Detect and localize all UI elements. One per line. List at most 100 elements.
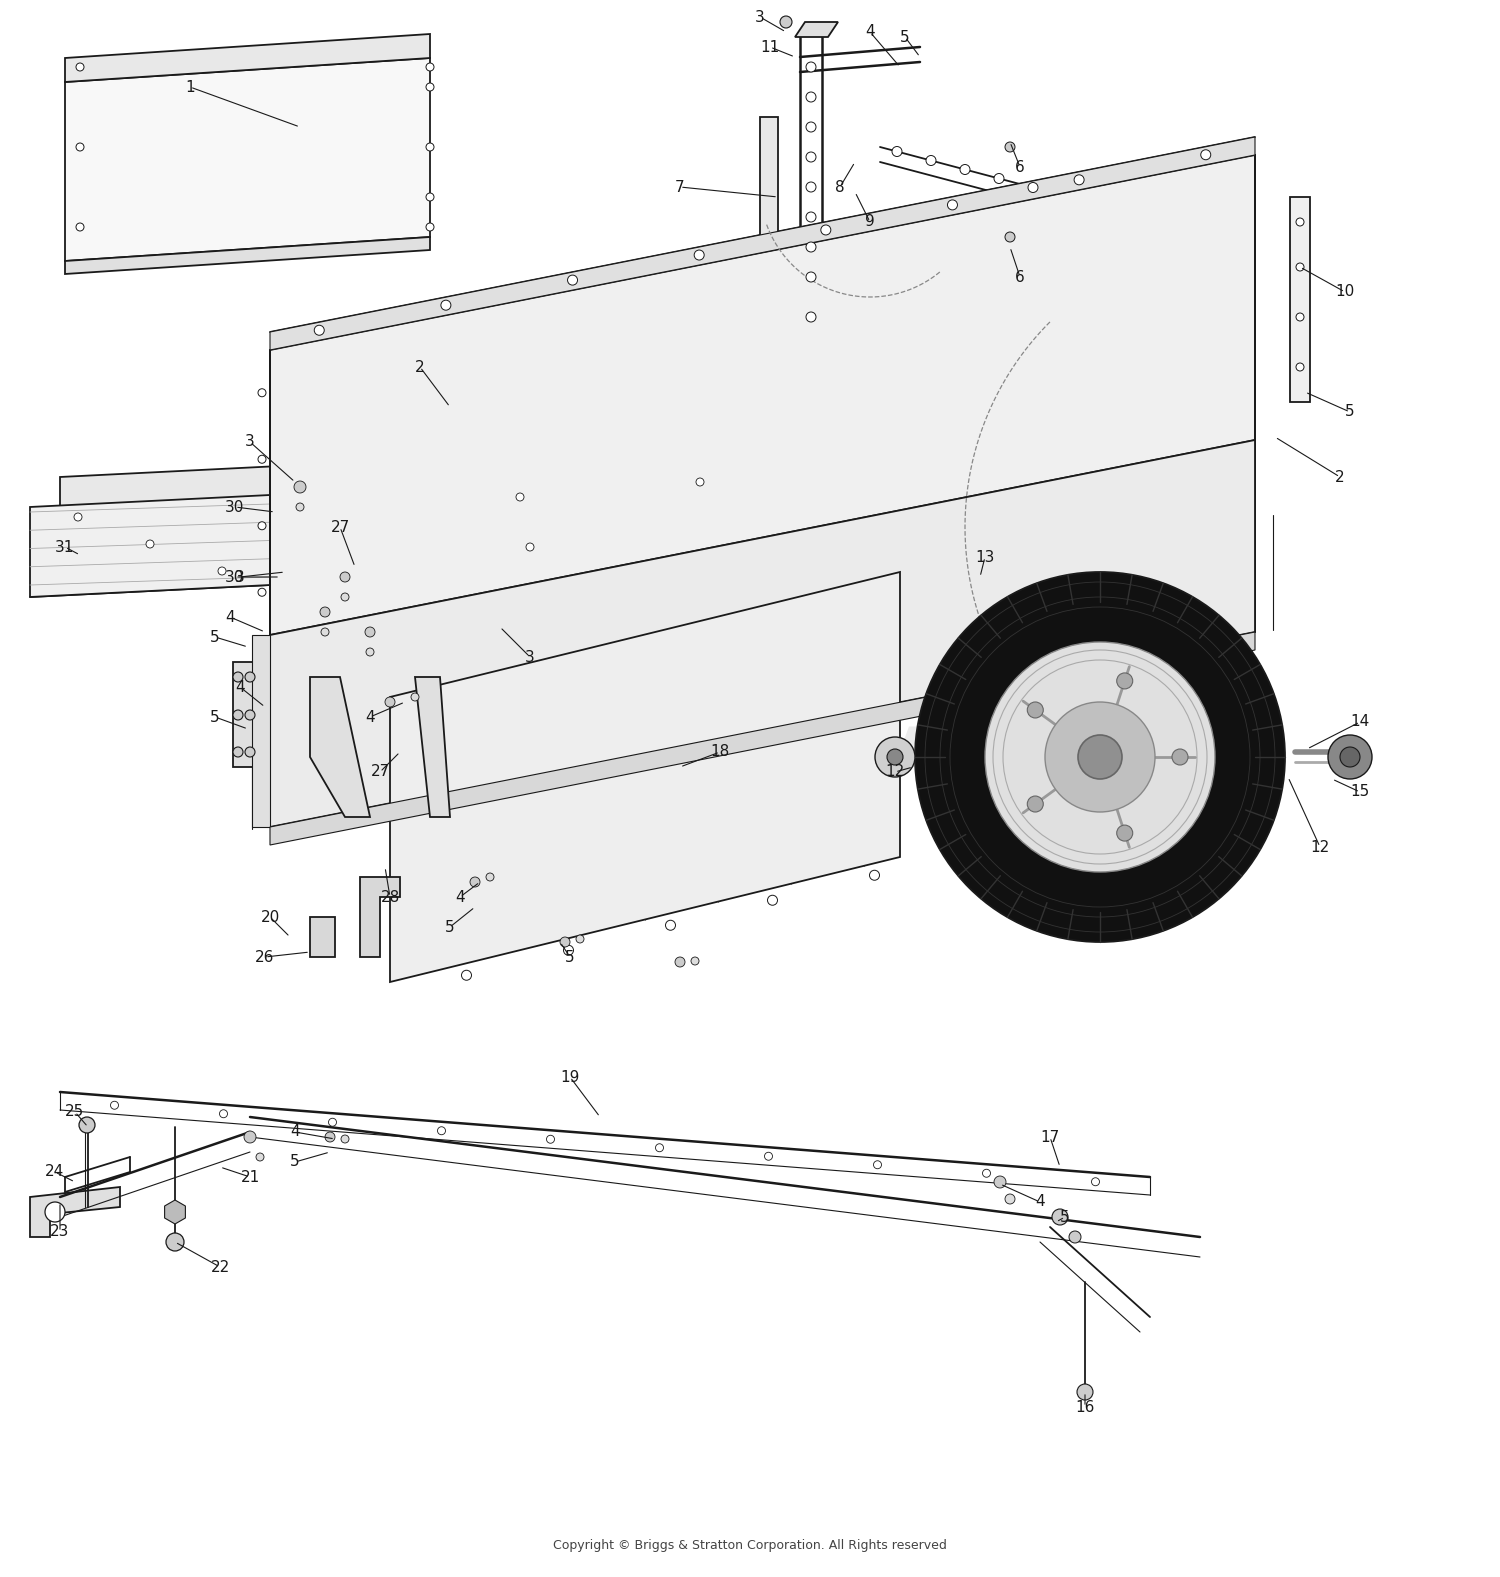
Polygon shape (390, 572, 900, 982)
Circle shape (576, 935, 584, 943)
Text: 27: 27 (330, 519, 350, 535)
Text: 3: 3 (754, 9, 765, 25)
Circle shape (1070, 1232, 1082, 1243)
Text: 1: 1 (184, 79, 195, 95)
Circle shape (960, 164, 970, 175)
Circle shape (386, 697, 394, 706)
Text: 5: 5 (1346, 404, 1354, 419)
Text: 5: 5 (210, 629, 220, 645)
Text: 12: 12 (1311, 839, 1329, 855)
Circle shape (806, 91, 816, 103)
Text: 4: 4 (1035, 1194, 1046, 1210)
Polygon shape (280, 487, 310, 527)
Circle shape (1005, 1194, 1016, 1203)
Text: 4: 4 (236, 680, 244, 694)
Circle shape (441, 300, 452, 311)
Text: 27: 27 (370, 765, 390, 779)
Circle shape (1116, 673, 1132, 689)
Circle shape (232, 710, 243, 721)
Polygon shape (64, 35, 430, 82)
Text: 10: 10 (1335, 284, 1354, 300)
Polygon shape (252, 636, 270, 826)
Circle shape (326, 1132, 334, 1142)
Circle shape (915, 572, 1286, 941)
Text: 12: 12 (885, 765, 904, 779)
Polygon shape (270, 137, 1256, 350)
Text: 5: 5 (566, 949, 574, 965)
Circle shape (656, 1143, 663, 1151)
Circle shape (258, 390, 266, 397)
Circle shape (564, 945, 573, 956)
Text: 17: 17 (1041, 1129, 1059, 1145)
Circle shape (438, 1126, 446, 1135)
Text: 9: 9 (865, 214, 874, 230)
Text: 7: 7 (675, 180, 686, 194)
Circle shape (321, 628, 328, 636)
Circle shape (340, 593, 350, 601)
Circle shape (232, 672, 243, 681)
Circle shape (696, 478, 703, 486)
Circle shape (76, 63, 84, 71)
Circle shape (1028, 183, 1038, 192)
Circle shape (1028, 702, 1044, 718)
Circle shape (315, 325, 324, 336)
Text: 2: 2 (1335, 470, 1346, 484)
Circle shape (780, 16, 792, 28)
Polygon shape (310, 916, 334, 957)
Polygon shape (30, 555, 300, 598)
Circle shape (111, 1101, 118, 1109)
Circle shape (806, 62, 816, 73)
Text: 22: 22 (210, 1260, 230, 1274)
Text: 19: 19 (561, 1069, 579, 1085)
Circle shape (1074, 175, 1084, 185)
Circle shape (1296, 218, 1304, 226)
Circle shape (244, 710, 255, 721)
Circle shape (675, 957, 686, 967)
Circle shape (806, 271, 816, 282)
Polygon shape (30, 495, 270, 598)
Circle shape (1296, 363, 1304, 371)
Text: 4: 4 (225, 609, 236, 624)
Circle shape (994, 1176, 1006, 1187)
Text: 24: 24 (45, 1164, 64, 1180)
Circle shape (806, 312, 816, 322)
Polygon shape (416, 677, 450, 817)
Circle shape (926, 156, 936, 166)
Circle shape (426, 84, 433, 91)
Circle shape (426, 144, 433, 151)
Circle shape (340, 1135, 350, 1143)
Circle shape (1078, 735, 1122, 779)
Text: 5: 5 (446, 919, 454, 935)
Circle shape (470, 877, 480, 886)
Circle shape (1296, 263, 1304, 271)
Circle shape (166, 1233, 184, 1251)
Circle shape (994, 173, 1004, 183)
Circle shape (74, 513, 82, 520)
Text: 30: 30 (225, 569, 245, 585)
Text: 4: 4 (454, 889, 465, 905)
Circle shape (328, 1118, 336, 1126)
Text: 13: 13 (975, 549, 994, 565)
Circle shape (426, 192, 433, 200)
Circle shape (244, 747, 255, 757)
Circle shape (1077, 1385, 1094, 1400)
Text: 5: 5 (1060, 1210, 1070, 1224)
Polygon shape (165, 1200, 186, 1224)
Text: 26: 26 (255, 949, 274, 965)
Circle shape (426, 63, 433, 71)
Polygon shape (60, 465, 300, 568)
Circle shape (80, 1117, 94, 1132)
Polygon shape (1290, 197, 1310, 402)
Circle shape (1172, 749, 1188, 765)
Polygon shape (232, 662, 258, 766)
Text: 20: 20 (261, 910, 279, 924)
Text: 6: 6 (1016, 159, 1025, 175)
Polygon shape (64, 58, 430, 262)
Circle shape (982, 1169, 990, 1178)
Text: 21: 21 (240, 1170, 260, 1184)
Circle shape (364, 628, 375, 637)
Circle shape (320, 607, 330, 617)
Circle shape (694, 251, 703, 260)
Text: 5: 5 (900, 30, 910, 44)
Circle shape (1296, 312, 1304, 322)
